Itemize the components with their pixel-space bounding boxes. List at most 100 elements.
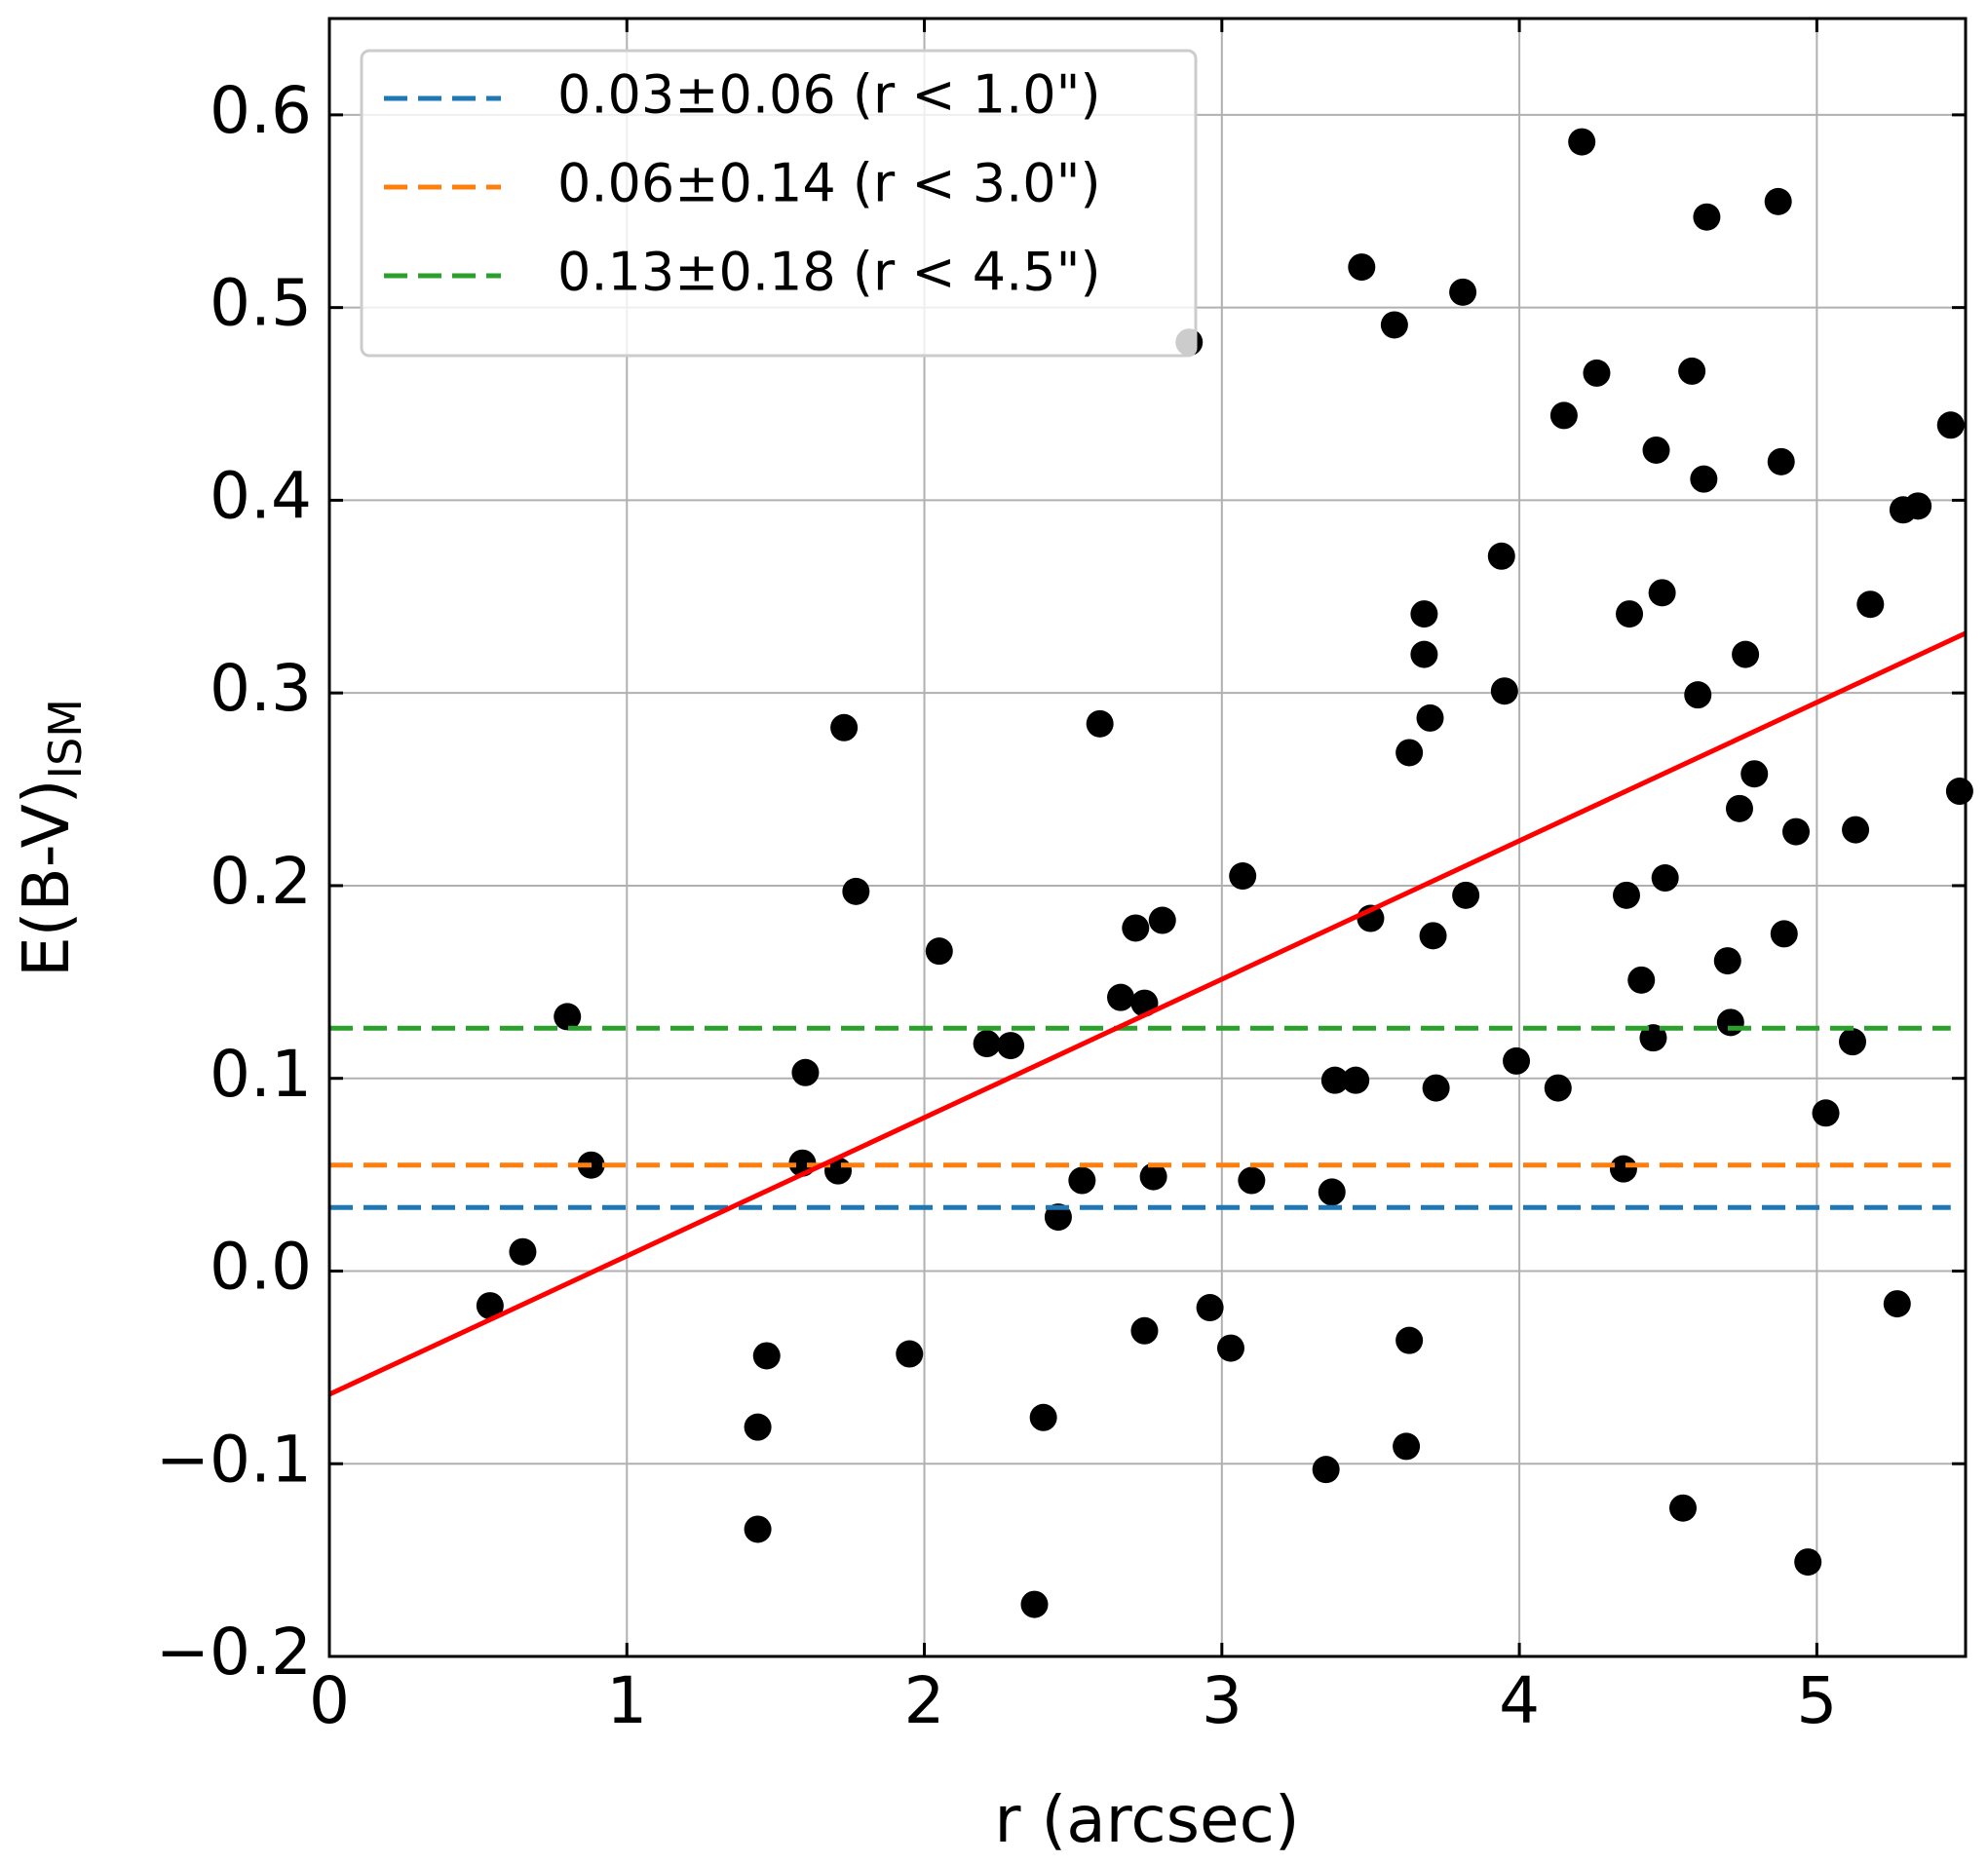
x-tick-label: 1: [606, 1663, 647, 1738]
data-point: [1107, 983, 1135, 1011]
data-point: [1945, 778, 1973, 806]
data-point: [1764, 187, 1792, 215]
data-point: [1449, 278, 1477, 306]
data-point: [509, 1237, 537, 1266]
data-point: [744, 1413, 772, 1441]
data-point: [997, 1032, 1025, 1060]
legend-label: 0.03±0.06 (r < 1.0"): [557, 64, 1101, 126]
x-tick-label: 4: [1499, 1663, 1540, 1738]
data-point: [1503, 1046, 1531, 1075]
legend-label: 0.06±0.14 (r < 3.0"): [557, 153, 1101, 214]
y-tick-label: 0.4: [210, 458, 312, 533]
data-point: [1068, 1166, 1096, 1195]
data-point: [1318, 1178, 1346, 1206]
data-point: [830, 713, 859, 741]
data-point: [1668, 1494, 1697, 1522]
data-point: [1616, 600, 1644, 628]
data-point: [1684, 681, 1712, 709]
data-point: [1716, 1008, 1744, 1037]
data-point: [744, 1515, 772, 1543]
data-point: [1770, 920, 1798, 948]
y-axis-label-main: E(B-V): [9, 779, 84, 977]
data-point: [791, 1058, 820, 1086]
data-point: [1838, 1028, 1866, 1056]
data-point: [1713, 947, 1741, 975]
data-point: [1583, 359, 1611, 387]
data-point: [1693, 203, 1721, 231]
data-point: [1419, 922, 1447, 950]
data-point: [1020, 1590, 1049, 1618]
data-point: [1904, 492, 1932, 520]
data-point: [1490, 677, 1518, 705]
y-tick-label: 0.1: [210, 1037, 312, 1112]
data-point: [1794, 1548, 1822, 1577]
data-point: [1842, 816, 1870, 844]
data-point: [1740, 760, 1769, 788]
data-point: [1767, 447, 1795, 475]
y-tick-label: −0.1: [156, 1422, 312, 1497]
data-point: [1487, 542, 1515, 570]
x-tick-label: 3: [1202, 1663, 1242, 1738]
data-point: [1639, 1024, 1667, 1052]
data-point: [1380, 311, 1408, 339]
data-point: [1229, 862, 1257, 891]
data-point: [1196, 1294, 1224, 1322]
data-point: [1642, 436, 1670, 464]
data-point: [1732, 640, 1760, 668]
plot-frame: [327, 17, 1968, 1658]
data-point: [1627, 966, 1656, 994]
data-point: [1568, 128, 1596, 156]
data-point: [1342, 1066, 1370, 1094]
data-point: [1044, 1203, 1072, 1232]
data-point: [1416, 703, 1444, 732]
y-tick-label: 0.3: [210, 651, 312, 726]
x-tick-label: 0: [309, 1663, 350, 1738]
legend-label: 0.13±0.18 (r < 4.5"): [557, 242, 1101, 303]
data-point: [476, 1292, 504, 1320]
data-point: [1395, 739, 1424, 767]
data-point: [1320, 1066, 1349, 1094]
data-point: [1393, 1432, 1421, 1461]
data-point: [1410, 600, 1438, 628]
y-tick-label: 0.0: [210, 1230, 312, 1305]
data-point: [1812, 1099, 1840, 1127]
data-point: [1452, 881, 1480, 909]
y-axis-label-sub: ISM: [39, 699, 92, 779]
data-point: [1122, 914, 1150, 942]
x-tick-label: 2: [904, 1663, 945, 1738]
y-tick-label: 0.5: [210, 266, 312, 341]
data-point: [1883, 1290, 1911, 1318]
data-point: [842, 877, 870, 905]
data-point: [925, 937, 953, 966]
data-point: [1216, 1334, 1244, 1362]
data-point: [1648, 579, 1676, 607]
data-point: [896, 1340, 924, 1368]
data-point: [1312, 1456, 1340, 1484]
y-tick-label: −0.2: [156, 1615, 312, 1690]
data-point: [1936, 411, 1965, 439]
data-point: [1422, 1074, 1450, 1102]
data-point: [1238, 1166, 1266, 1195]
y-axis-label: E(B-V)ISM: [9, 699, 91, 977]
data-point: [1690, 465, 1718, 493]
fit-line: [327, 630, 1968, 1397]
data-point: [1609, 1155, 1637, 1183]
data-point: [554, 1003, 582, 1031]
data-point: [1544, 1074, 1572, 1102]
y-tick-label: 0.6: [210, 73, 312, 148]
data-point: [1348, 253, 1376, 282]
data-point: [1148, 906, 1176, 934]
x-tick-label: 5: [1796, 1663, 1837, 1738]
data-point: [752, 1342, 781, 1370]
data-point: [1651, 864, 1679, 893]
data-point: [1029, 1403, 1057, 1431]
x-axis-label: r (arcsec): [994, 1782, 1299, 1857]
data-point: [973, 1030, 1001, 1058]
data-point: [1410, 640, 1438, 668]
data-point: [1725, 794, 1753, 822]
data-point: [1781, 817, 1810, 846]
data-point: [1130, 1316, 1159, 1345]
y-tick-label: 0.2: [210, 844, 312, 919]
legend-box: [360, 49, 1198, 358]
data-point: [1612, 881, 1640, 909]
